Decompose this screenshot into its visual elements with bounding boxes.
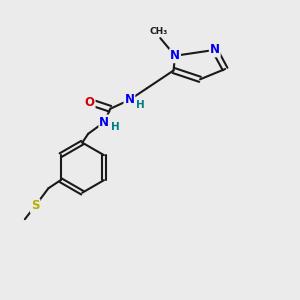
Text: N: N <box>170 49 180 62</box>
Text: N: N <box>124 93 134 106</box>
Text: H: H <box>136 100 145 110</box>
Text: S: S <box>31 200 39 212</box>
Text: O: O <box>85 96 94 110</box>
Text: N: N <box>99 116 110 128</box>
Text: N: N <box>210 44 220 56</box>
Text: H: H <box>111 122 120 132</box>
Text: CH₃: CH₃ <box>150 27 168 36</box>
